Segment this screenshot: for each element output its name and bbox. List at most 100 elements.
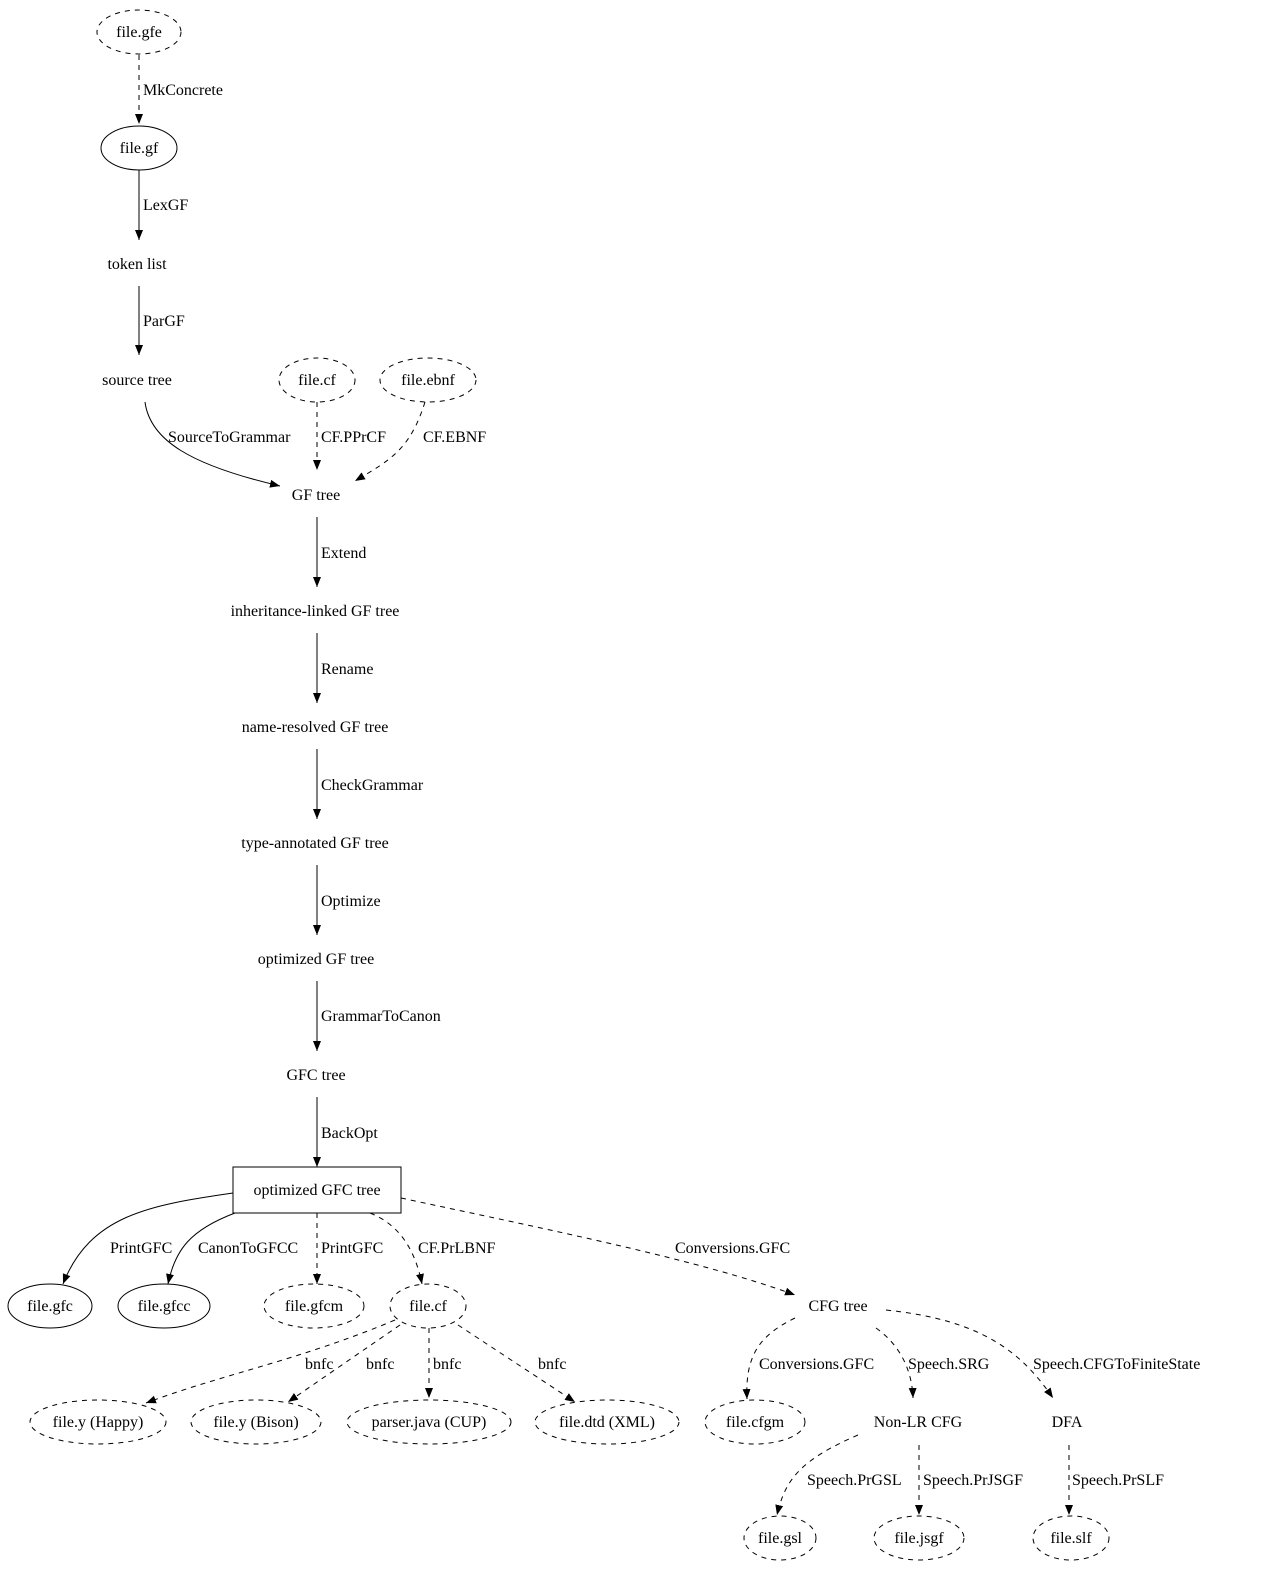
- node-shape: [263, 1283, 365, 1329]
- node-named: name-resolved GF tree: [242, 719, 389, 736]
- edge-optgfc-to-cfg: Conversions.GFC: [400, 1197, 796, 1296]
- node-nonlr: Non-LR CFG: [874, 1414, 963, 1431]
- edge-gfe-to-gf: MkConcrete: [135, 55, 223, 124]
- node-dfa: DFA: [1052, 1414, 1083, 1431]
- node-happy: file.y (Happy): [29, 1399, 167, 1445]
- edge-line: [400, 1197, 796, 1296]
- edge-cf_out-to-cup: bnfc: [425, 1328, 461, 1398]
- edge-label: ParGF: [143, 313, 185, 330]
- edge-label: CF.PrLBNF: [418, 1240, 496, 1257]
- edge-line: [62, 1192, 234, 1285]
- node-f_gfcm: file.gfcm: [263, 1283, 365, 1329]
- edge-cfg-to-cfgm: Conversions.GFC: [742, 1317, 874, 1400]
- edge-typed-to-opt: Optimize: [313, 865, 381, 935]
- node-shape: [873, 1515, 965, 1561]
- edge-nonlr-to-jsgf: Speech.PrJSGF: [915, 1445, 1023, 1515]
- node-shape: [278, 357, 356, 403]
- node-label: file.y (Bison): [213, 1414, 298, 1431]
- node-label: file.gsl: [758, 1530, 803, 1547]
- node-bison: file.y (Bison): [190, 1399, 322, 1445]
- edge-label: bnfc: [366, 1356, 394, 1373]
- node-typed: type-annotated GF tree: [241, 835, 389, 852]
- edge-optgfc-to-cf_out: CF.PrLBNF: [369, 1212, 496, 1285]
- node-gfc: GFC tree: [286, 1067, 345, 1084]
- node-cf_in: file.cf: [278, 357, 356, 403]
- edge-label: PrintGFC: [110, 1240, 172, 1257]
- edge-label: CanonToGFCC: [198, 1240, 298, 1257]
- node-label: DFA: [1052, 1414, 1083, 1431]
- node-shape: [190, 1399, 322, 1445]
- edge-opt-to-gfc: GrammarToCanon: [313, 981, 441, 1051]
- edge-optgfc-to-f_gfcc: CanonToGFCC: [166, 1212, 298, 1285]
- edge-label: bnfc: [433, 1356, 461, 1373]
- node-label: inheritance-linked GF tree: [231, 603, 400, 620]
- node-label: parser.java (CUP): [372, 1414, 487, 1431]
- node-opt: optimized GF tree: [258, 951, 374, 968]
- node-label: GF tree: [292, 487, 340, 504]
- edge-label: bnfc: [538, 1356, 566, 1373]
- node-cfgm: file.cfgm: [704, 1399, 806, 1445]
- node-shape: [7, 1283, 93, 1329]
- node-label: GFC tree: [286, 1067, 345, 1084]
- edges-layer: MkConcrete LexGF ParGF SourceToGrammar CF.PP…: [62, 55, 1200, 1516]
- edge-nonlr-to-gsl: Speech.PrGSL: [775, 1434, 902, 1516]
- edge-label: Speech.CFGToFiniteState: [1033, 1356, 1200, 1373]
- node-label: file.gf: [120, 140, 159, 157]
- node-ebnf: file.ebnf: [379, 357, 477, 403]
- node-label: file.gfc: [27, 1298, 73, 1315]
- node-label: source tree: [102, 372, 172, 389]
- node-f_gfc: file.gfc: [7, 1283, 93, 1329]
- edge-label: GrammarToCanon: [321, 1008, 441, 1025]
- node-slf: file.slf: [1032, 1515, 1110, 1561]
- edge-line: [885, 1309, 1054, 1399]
- node-gsl: file.gsl: [743, 1515, 817, 1561]
- node-label: file.jsgf: [894, 1530, 944, 1547]
- node-inh: inheritance-linked GF tree: [231, 603, 400, 620]
- edge-cfg-to-nonlr: Speech.SRG: [875, 1327, 990, 1399]
- node-optgfc: optimized GFC tree: [232, 1166, 402, 1214]
- edge-line: [354, 401, 426, 482]
- edge-label: Extend: [321, 545, 366, 562]
- node-shape: [534, 1399, 680, 1445]
- edge-optgfc-to-f_gfc: PrintGFC: [62, 1192, 234, 1285]
- node-label: file.cf: [298, 372, 336, 389]
- node-label: file.gfe: [116, 24, 162, 41]
- node-label: optimized GFC tree: [253, 1182, 380, 1199]
- node-shape: [100, 125, 178, 171]
- node-label: Non-LR CFG: [874, 1414, 963, 1431]
- node-label: file.ebnf: [401, 372, 455, 389]
- node-label: file.gfcm: [285, 1298, 344, 1315]
- node-source: source tree: [102, 372, 172, 389]
- node-cf_out: file.cf: [389, 1283, 467, 1329]
- node-label: file.cf: [409, 1298, 447, 1315]
- edge-label: Speech.SRG: [908, 1356, 990, 1373]
- edge-line: [742, 1317, 796, 1400]
- node-label: type-annotated GF tree: [241, 835, 389, 852]
- edge-cfg-to-dfa: Speech.CFGToFiniteState: [885, 1309, 1200, 1399]
- edge-cf_out-to-happy: bnfc: [145, 1319, 396, 1404]
- edge-label: CF.EBNF: [423, 429, 486, 446]
- node-shape: [117, 1283, 211, 1329]
- node-shape: [743, 1515, 817, 1561]
- edge-line: [457, 1324, 576, 1403]
- node-gftree: GF tree: [292, 487, 340, 504]
- edge-label: Conversions.GFC: [675, 1240, 790, 1257]
- node-shape: [29, 1399, 167, 1445]
- edge-line: [875, 1327, 917, 1399]
- edge-label: Speech.PrJSGF: [923, 1472, 1023, 1489]
- node-tokens: token list: [107, 256, 167, 273]
- node-shape: [96, 9, 182, 55]
- edge-ebnf-to-gftree: CF.EBNF: [354, 401, 486, 482]
- node-gfe: file.gfe: [96, 9, 182, 55]
- edge-line: [287, 1324, 401, 1403]
- edge-named-to-typed: CheckGrammar: [313, 749, 424, 819]
- edge-inh-to-named: Rename: [313, 633, 373, 703]
- node-label: file.cfgm: [726, 1414, 785, 1431]
- node-label: file.slf: [1050, 1530, 1092, 1547]
- edge-label: Speech.PrSLF: [1072, 1472, 1164, 1489]
- edge-label: Speech.PrGSL: [807, 1472, 902, 1489]
- node-f_gfcc: file.gfcc: [117, 1283, 211, 1329]
- edge-cf_in-to-gftree: CF.PPrCF: [313, 402, 386, 470]
- node-label: CFG tree: [808, 1298, 867, 1315]
